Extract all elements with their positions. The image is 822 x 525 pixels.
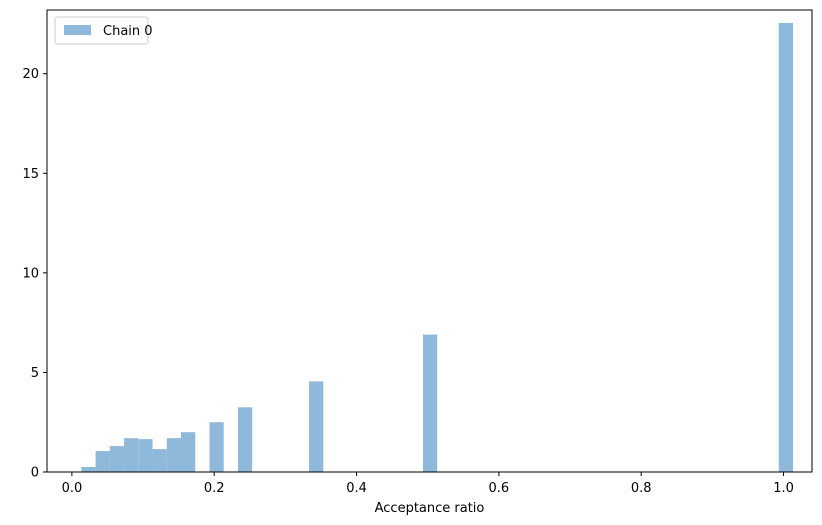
y-tick-label-3: 15	[22, 167, 39, 182]
histogram-bar-8	[209, 422, 224, 472]
histogram-bar-3	[124, 438, 139, 472]
x-axis-label: Acceptance ratio	[375, 501, 485, 516]
histogram-bar-4	[138, 439, 153, 472]
histogram-bar-9	[237, 407, 253, 472]
y-axis-ticks: 0 5 10 15 20	[22, 67, 47, 481]
x-tick-label-2: 0.4	[346, 481, 367, 496]
x-axis-ticks: 0.0 0.2 0.4 0.6 0.8 1.0	[62, 472, 794, 496]
legend-frame	[54, 16, 149, 45]
x-tick-label-0: 0.0	[62, 481, 83, 496]
y-tick-label-2: 10	[22, 266, 39, 281]
histogram-bar-2	[109, 446, 125, 472]
histogram-bar-0	[81, 467, 96, 472]
x-tick-label-5: 1.0	[773, 481, 794, 496]
legend: Chain 0	[54, 16, 153, 45]
histogram-bar-10	[309, 381, 324, 472]
legend-swatch	[64, 25, 91, 35]
histogram-bar-6	[166, 438, 181, 472]
y-tick-label-4: 20	[22, 67, 39, 82]
histogram-bar-7	[180, 432, 196, 472]
histogram-bars	[81, 22, 793, 472]
histogram-bar-12	[778, 22, 793, 472]
histogram-bar-1	[95, 451, 110, 472]
y-tick-label-0: 0	[31, 466, 39, 481]
x-tick-label-4: 0.8	[631, 481, 652, 496]
plot-frame	[46, 9, 813, 473]
histogram-bar-5	[152, 449, 167, 472]
legend-label: Chain 0	[103, 24, 153, 39]
x-tick-label-1: 0.2	[204, 481, 225, 496]
histogram-bar-11	[422, 334, 438, 472]
x-tick-label-3: 0.6	[489, 481, 510, 496]
y-tick-label-1: 5	[31, 366, 39, 381]
